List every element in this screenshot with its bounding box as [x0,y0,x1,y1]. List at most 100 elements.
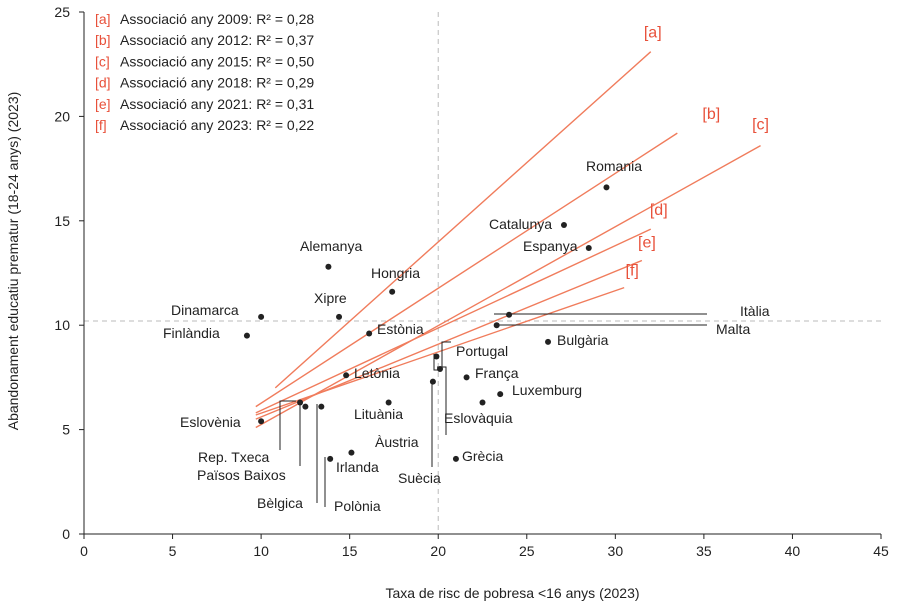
point-labels: Romania Catalunya Espanya Alemanya Hongria Xi… [163,158,770,514]
data-point-suecia [429,378,436,385]
point-label-paisos-baixos: Països Baixos [197,467,286,483]
point-label-luxemburg: Luxemburg [512,382,582,398]
data-point-eslovaquia [479,399,486,406]
x-tick-label: 20 [430,543,446,559]
point-label-hongria: Hongria [371,265,420,281]
x-tick-label: 0 [80,543,88,559]
point-label-eslovenia: Eslovènia [180,414,241,430]
data-point-malta [493,322,500,329]
data-point-letonia [343,372,350,379]
reference-lines [84,12,881,534]
data-point-polonia [327,455,334,462]
point-label-bulgaria: Bulgària [557,332,609,348]
data-point-italia [506,311,513,318]
data-point-paisos-baixos [302,403,309,410]
legend-entry: Associació any 2021: R² = 0,31 [120,96,314,112]
data-point-luxemburg [497,391,504,398]
trend-line-label: [d] [650,202,668,219]
point-label-polonia: Polònia [334,498,381,514]
x-tick-label: 10 [253,543,269,559]
y-tick-label: 25 [54,4,70,20]
legend-entry: Associació any 2018: R² = 0,29 [120,75,314,91]
axes: 0 5 10 15 20 25 30 35 40 45 0 5 10 15 20 25 [54,4,889,559]
trend-line-label: [c] [752,117,769,134]
trend-line-d [255,228,652,414]
y-axis-title: Abandonament educatiu prematur (18-24 an… [5,92,21,431]
point-label-romania: Romania [586,158,642,174]
data-point-franca [463,374,470,381]
point-label-alemanya: Alemanya [300,238,362,254]
data-point-eslovenia [258,418,265,425]
legend-key: [f] [95,117,107,133]
trend-line-a [274,51,652,389]
data-point-espanya [585,244,592,251]
trend-line-label: [b] [702,106,720,123]
trend-line-b [255,132,678,408]
data-point-irlanda [348,449,355,456]
trend-line-c [255,145,761,429]
point-label-letonia: Letònia [354,365,400,381]
trend-line-label: [e] [638,234,656,251]
point-label-dinamarca: Dinamarca [171,302,239,318]
y-tick-label: 15 [54,213,70,229]
x-tick-label: 15 [342,543,358,559]
data-point-xipre [336,313,343,320]
data-point-lituania [385,399,392,406]
x-tick-label: 45 [873,543,889,559]
data-point-belgica [318,403,325,410]
legend-key: [b] [95,32,111,48]
y-tick-label: 0 [62,526,70,542]
legend-entry: Associació any 2015: R² = 0,50 [120,53,314,69]
point-label-lituania: Lituània [354,406,403,422]
legend-entry: Associació any 2023: R² = 0,22 [120,117,314,133]
trend-line-f [255,286,625,416]
trend-line-label: [f] [626,263,639,280]
legend: [a] Associació any 2009: R² = 0,28 [b] Asso… [95,11,314,133]
point-label-irlanda: Irlanda [336,459,379,475]
data-point-grecia [452,455,459,462]
data-point-alemanya [325,263,332,270]
point-label-eslovaquia: Eslovàquia [444,410,513,426]
x-tick-label: 35 [696,543,712,559]
legend-entry: Associació any 2009: R² = 0,28 [120,11,314,27]
point-label-catalunya: Catalunya [489,216,552,232]
data-point-dinamarca [258,313,265,320]
x-tick-label: 30 [608,543,624,559]
point-label-suecia: Suècia [398,470,441,486]
data-point-austria [436,366,443,373]
point-label-estonia: Estònia [377,321,424,337]
label-leader-line [279,400,296,450]
data-point-hongria [389,288,396,295]
y-tick-label: 5 [62,422,70,438]
point-label-malta: Malta [716,321,750,337]
data-point-romania [603,184,610,191]
data-point-catalunya [560,221,567,228]
data-point-finlandia [243,332,250,339]
trend-line-label: [a] [644,25,662,42]
x-tick-label: 40 [785,543,801,559]
point-label-belgica: Bèlgica [257,495,303,511]
legend-key: [c] [95,53,110,69]
point-label-italia: Itàlia [740,303,770,319]
legend-key: [d] [95,75,111,91]
x-tick-label: 25 [519,543,535,559]
point-label-espanya: Espanya [523,238,578,254]
y-tick-label: 10 [54,317,70,333]
point-label-rep-txeca: Rep. Txeca [198,449,270,465]
point-label-franca: França [475,365,519,381]
legend-key: [e] [95,96,111,112]
point-label-portugal: Portugal [456,343,508,359]
data-point-estonia [366,330,373,337]
data-point-portugal [433,353,440,360]
legend-key: [a] [95,11,111,27]
y-tick-label: 20 [54,108,70,124]
trend-lines: [a] [b] [c] [d] [e] [f] [255,25,769,429]
point-label-austria: Àustria [375,434,419,450]
point-label-finlandia: Finlàndia [163,325,220,341]
point-label-xipre: Xipre [314,290,347,306]
data-point-rep-txeca [297,399,304,406]
data-points [243,184,610,462]
label-leaders [279,313,707,507]
point-label-grecia: Grècia [462,448,503,464]
